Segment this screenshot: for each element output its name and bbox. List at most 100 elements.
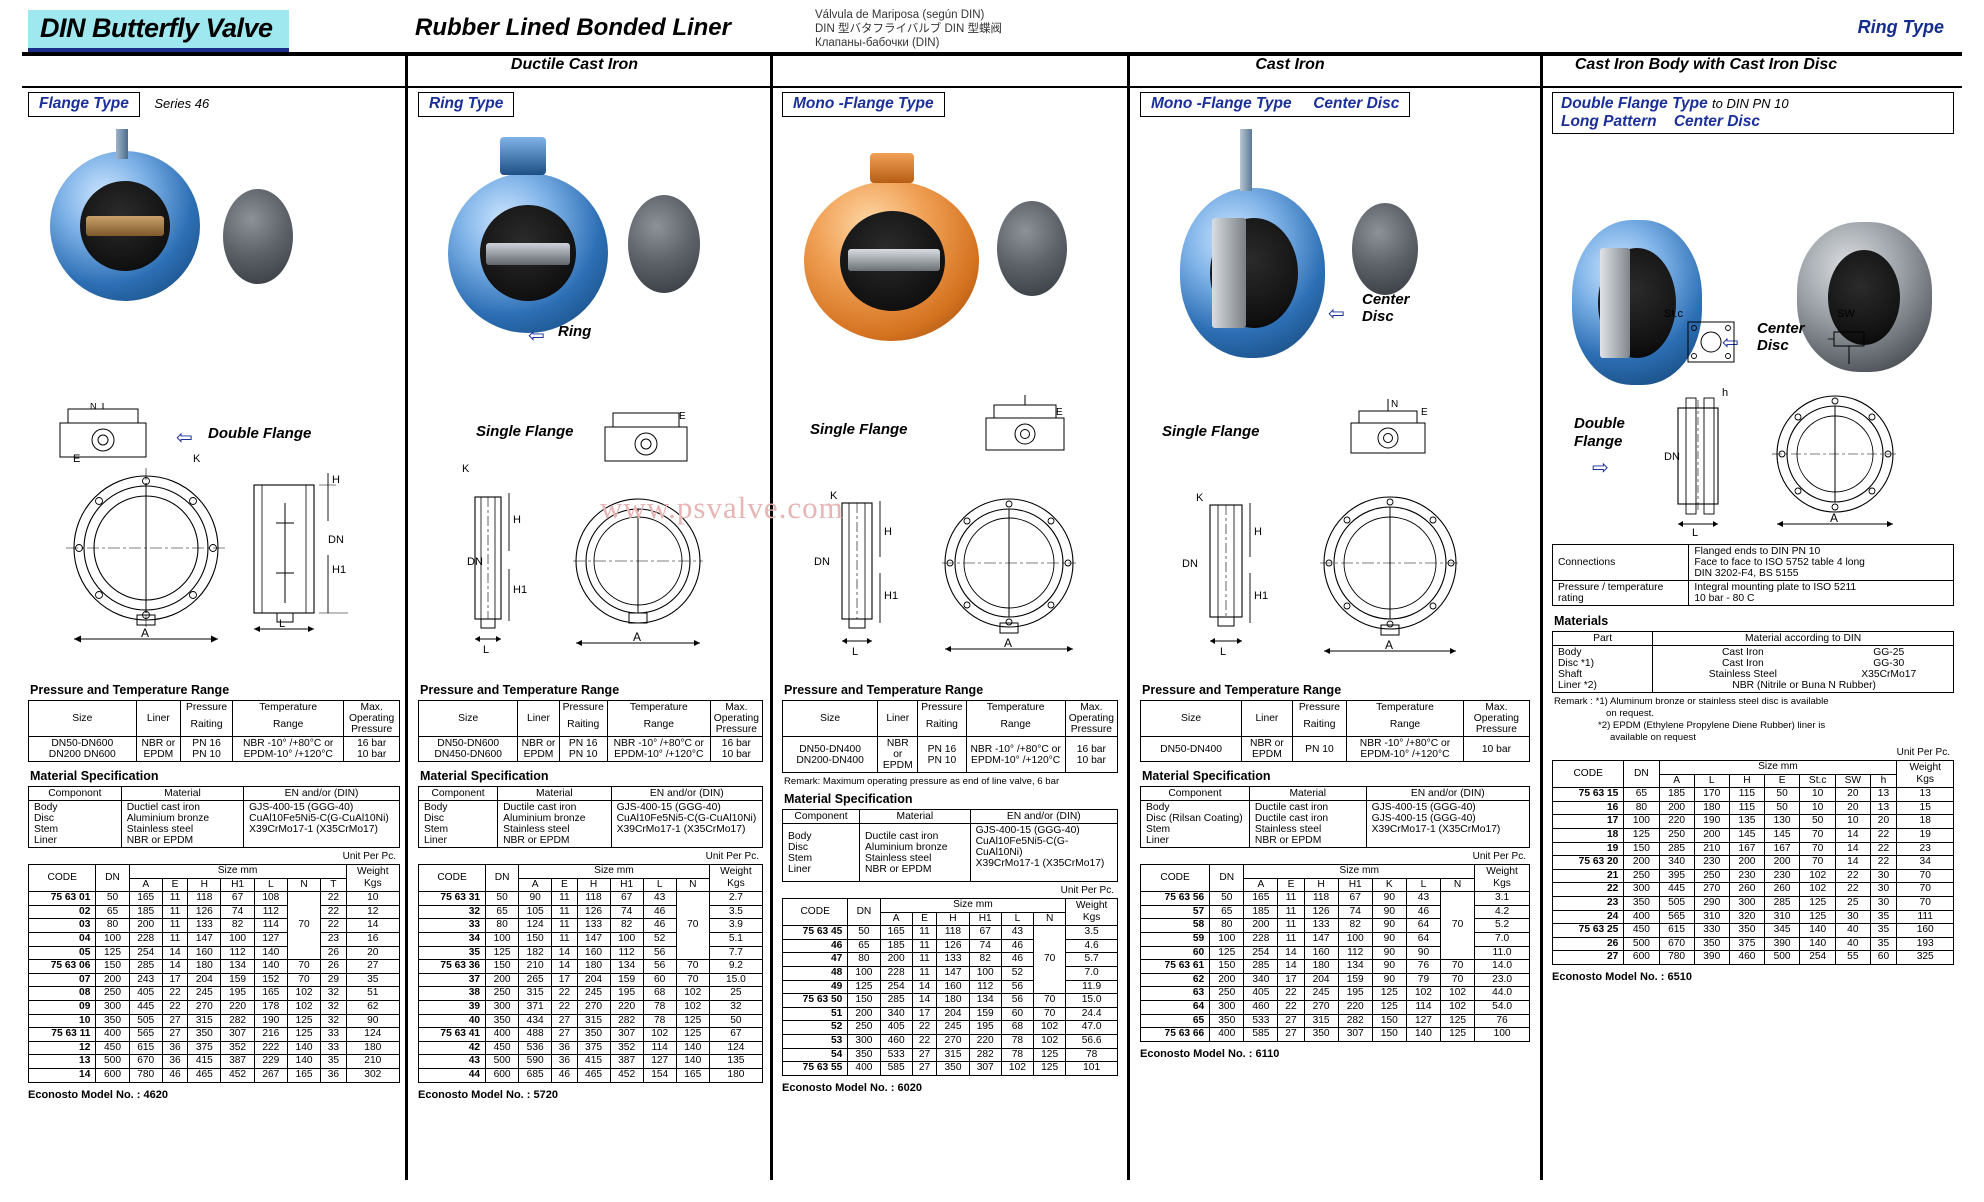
- header-ring-type-label: Ring Type: [1857, 17, 1944, 37]
- cell-weight: 7.7: [708, 945, 764, 961]
- ms-heading-col1: Material Specification: [30, 769, 159, 783]
- ms-heading-col2: Material Specification: [420, 769, 549, 783]
- valve-photo-disc-blade: [86, 216, 164, 236]
- svg-text:DN: DN: [467, 556, 483, 568]
- th-dn: DN: [847, 897, 881, 927]
- cell-h: 270: [576, 999, 611, 1015]
- ms-en-1: CuAl10Fe5Ni5-C(G-CuAl10Ni): [616, 813, 757, 824]
- table-header-row: Component Material EN and/or (DIN): [417, 786, 764, 801]
- cell-h1: 282: [968, 1047, 1002, 1063]
- cell-dn: 100: [485, 931, 520, 947]
- mat-mat-1: Cast Iron: [1721, 658, 1764, 669]
- cell-code: 75 63 66: [1139, 1027, 1211, 1042]
- cell-dn: 125: [847, 979, 881, 995]
- ms-mat-3: NBR or EPDM: [503, 835, 570, 846]
- table-header-row: Part Material according to DIN: [1551, 631, 1954, 646]
- cell-l: 76: [1405, 959, 1442, 974]
- cell-dn: 150: [1623, 841, 1660, 857]
- pt-th-pressure-text: Pressure: [715, 724, 757, 735]
- df-label-sw: SW: [1837, 308, 1855, 320]
- ms-heading-col4: Material Specification: [1142, 769, 1271, 783]
- materials-heading-col5: Materials: [1554, 614, 1609, 628]
- th-dim-e: E: [551, 877, 578, 893]
- cell-code: 64: [1139, 999, 1211, 1015]
- ms-mat-1: Aluminium bronze: [126, 813, 210, 824]
- cell-l: 64: [1405, 918, 1442, 933]
- cell-l: 170: [1693, 787, 1730, 802]
- svg-text:H: H: [513, 514, 521, 526]
- cell-l: 140: [253, 959, 288, 974]
- cell-e: 130: [1764, 814, 1801, 829]
- cell-sw: 20: [1835, 787, 1871, 802]
- cell-e: 11: [1277, 904, 1305, 920]
- cell-n: 125: [675, 1027, 710, 1042]
- cell-sw: 14: [1835, 841, 1871, 857]
- ms-th-component: Component: [1140, 786, 1250, 801]
- cell-a: 533: [1243, 1013, 1279, 1029]
- center-valve-photo-loose-disc: [1352, 203, 1418, 295]
- cell-h1: 134: [609, 959, 644, 974]
- th-size-mm: Size mm: [128, 864, 347, 879]
- cell-e: 11: [551, 904, 578, 920]
- cell-e: 17: [161, 972, 189, 988]
- th-dim-a: A: [879, 911, 913, 927]
- cell-a: 200: [1658, 800, 1695, 816]
- dimension-table-col2: CODE DN Size mm Weight Kgs A E H H1 L N 75 63 31 50 9…: [417, 863, 764, 1083]
- th-dim-e: E: [911, 911, 938, 927]
- mat-mat-2: Stainless Steel: [1708, 669, 1777, 680]
- ms-comp-3: Liner: [1146, 835, 1169, 846]
- cell-weight: 5.1: [708, 931, 764, 947]
- pt-pn-1: PN 16: [568, 738, 598, 749]
- cell-l: 152: [253, 972, 288, 988]
- pt-temp-2: EPDM-10° /+120°C: [243, 749, 333, 760]
- cell-stc: 254: [1799, 950, 1837, 965]
- table-row: 33 80 124 11 133 82 46 3.9: [417, 918, 764, 933]
- cell-weight: 56.6: [1065, 1033, 1118, 1049]
- cell-h: 315: [936, 1047, 970, 1063]
- cell-e: 50: [1764, 800, 1801, 816]
- type-label-flange-type: Flange Type: [28, 92, 140, 117]
- cell-dn: 65: [95, 904, 130, 920]
- th-dim-h1: H1: [1337, 877, 1373, 893]
- cell-h: 245: [187, 986, 222, 1001]
- pt-th-size: Size: [417, 700, 519, 737]
- cell-l: 43: [1000, 925, 1035, 940]
- cell-h1: 82: [609, 918, 644, 933]
- th-dim-sw: SW: [1835, 773, 1871, 789]
- pt-liner-1: NBR or: [886, 738, 909, 760]
- cell-h1: 220: [220, 999, 255, 1015]
- ms-en-1: GJS-400-15 (GGG-40): [1371, 813, 1476, 824]
- pt-heading-col2: Pressure and Temperature Range: [420, 683, 620, 697]
- cell-h1: 282: [220, 1013, 255, 1029]
- econosto-model-col5: Econosto Model No. : 6510: [1552, 970, 1692, 983]
- center-actuator-line-drawing: E N: [1335, 395, 1455, 481]
- cell-e: 11: [1277, 931, 1305, 947]
- table-row: 75 63 66 400 585 27 350 307 150 140 125 100: [1139, 1027, 1530, 1042]
- cell-weight: 47.0: [1065, 1020, 1118, 1035]
- cell-code: 34: [417, 931, 487, 947]
- column-double-flange-type: Double Flange Type to DIN PN 10 Long Pat…: [1551, 92, 1954, 1188]
- cell-weight: 4.2: [1474, 904, 1530, 920]
- cell-k: 150: [1371, 1027, 1407, 1042]
- callout-single-flange: Single Flange: [476, 423, 574, 440]
- cell-code: 65: [1139, 1013, 1211, 1029]
- conn-value-2b: 10 bar - 80 C: [1694, 593, 1755, 604]
- page-title: DIN Butterfly Valve: [40, 13, 273, 43]
- table-row: Connections Flanged ends to DIN PN 10 Fa…: [1551, 544, 1954, 581]
- cell-sw: 20: [1835, 800, 1871, 816]
- table-row: 13 500 670 36 415 387 229 140 35 210: [27, 1054, 401, 1069]
- ms-comp-0: Body: [1146, 802, 1170, 813]
- cell-weight: 3.5: [708, 904, 764, 920]
- cell-n: 165: [675, 1067, 710, 1083]
- table-row: Body Disc *1) Shaft Liner *2) Cast Iron …: [1551, 645, 1954, 693]
- ms-en-0: GJS-400-15 (GGG-40): [616, 802, 721, 813]
- cell-a: 445: [1658, 882, 1695, 897]
- band-cast-iron: Cast Iron: [1255, 56, 1325, 73]
- cell-code: 75 63 55: [781, 1061, 849, 1076]
- cell-dn: 450: [485, 1040, 520, 1056]
- table-row: DN50-DN600 DN450-DN600 NBR or EPDM PN 16…: [417, 736, 764, 762]
- cell-a: 585: [879, 1061, 913, 1076]
- cell-dn: 200: [485, 972, 520, 988]
- cell-k: 90: [1371, 972, 1407, 988]
- cell-code: 32: [417, 904, 487, 920]
